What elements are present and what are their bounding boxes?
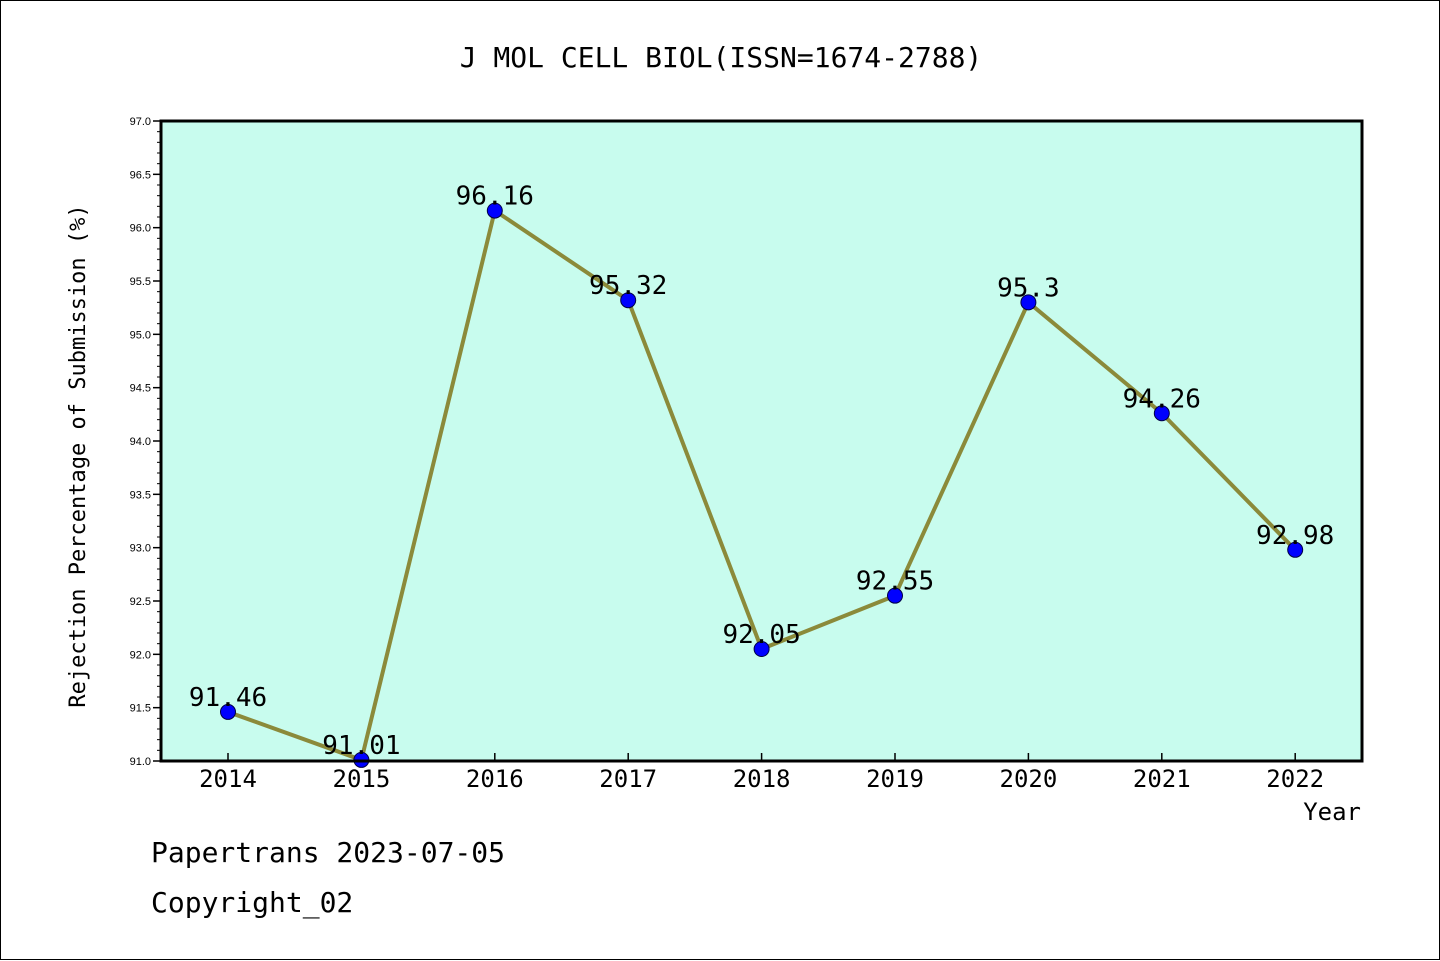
data-label: 91.46: [189, 683, 267, 713]
x-axis: 2014 2015 2016 2017 2018 2019 2020 2021 2022: [199, 753, 1324, 793]
y-tick-label: 97.0: [130, 116, 151, 128]
y-tick-label: 94.5: [130, 383, 151, 395]
x-tick-label: 2018: [733, 765, 791, 793]
plot-border: [159, 119, 1364, 763]
x-tick-label: 2015: [333, 765, 391, 793]
y-tick-label: 96.5: [130, 169, 151, 181]
x-axis-label: Year: [1303, 798, 1361, 826]
y-tick-label: 93.5: [130, 489, 151, 501]
data-point: [1020, 294, 1037, 311]
x-tick-label: 2014: [199, 765, 257, 793]
data-label: 92.55: [856, 567, 934, 597]
data-label: 96.16: [456, 182, 534, 212]
data-label: 94.26: [1123, 384, 1201, 414]
y-tick-label: 96.0: [130, 223, 151, 235]
footer-date-text: Papertrans 2023-07-05: [151, 836, 506, 869]
y-tick-label: 91.5: [130, 703, 151, 715]
data-labels-group: 91.46 91.01 96.16 95.32 92.05 92.55 95.3 94.26 9…: [189, 182, 1334, 761]
chart-title: J MOL CELL BIOL(ISSN=1674-2788): [460, 41, 983, 74]
y-tick-label: 92.5: [130, 596, 151, 608]
footer-copyright-text: Copyright_02: [151, 886, 354, 919]
data-point: [753, 641, 770, 657]
x-tick-label: 2019: [866, 765, 924, 793]
data-point: [1287, 541, 1304, 558]
data-label: 91.01: [322, 731, 400, 761]
data-point: [486, 202, 503, 219]
x-tick-label: 2017: [599, 765, 657, 793]
data-label: 95.32: [589, 271, 667, 301]
data-point: [620, 292, 637, 309]
data-point: [1153, 405, 1170, 422]
y-tick-label: 94.0: [130, 436, 151, 448]
x-tick-label: 2016: [466, 765, 524, 793]
data-label: 95.3: [997, 273, 1060, 303]
data-point: [220, 703, 236, 720]
data-label: 92.98: [1256, 521, 1334, 551]
plot-area: [161, 121, 1362, 761]
y-tick-label: 95.5: [130, 276, 151, 288]
data-point: [887, 587, 903, 604]
x-tick-label: 2021: [1133, 765, 1191, 793]
x-tick-label: 2022: [1266, 765, 1324, 793]
y-tick-label: 91.0: [130, 756, 151, 768]
y-tick-label: 92.0: [130, 649, 151, 661]
y-tick-label: 95.0: [130, 329, 151, 341]
y-axis: 91.0 91.5 92.0 92.5 93.0 93.5 94.0 94.5 95.0 95.5…: [130, 116, 161, 768]
data-label: 92.05: [722, 620, 800, 650]
y-tick-label: 93.0: [130, 543, 151, 555]
x-tick-label: 2020: [1000, 765, 1058, 793]
y-axis-label: Rejection Percentage of Submission (%): [66, 204, 91, 707]
